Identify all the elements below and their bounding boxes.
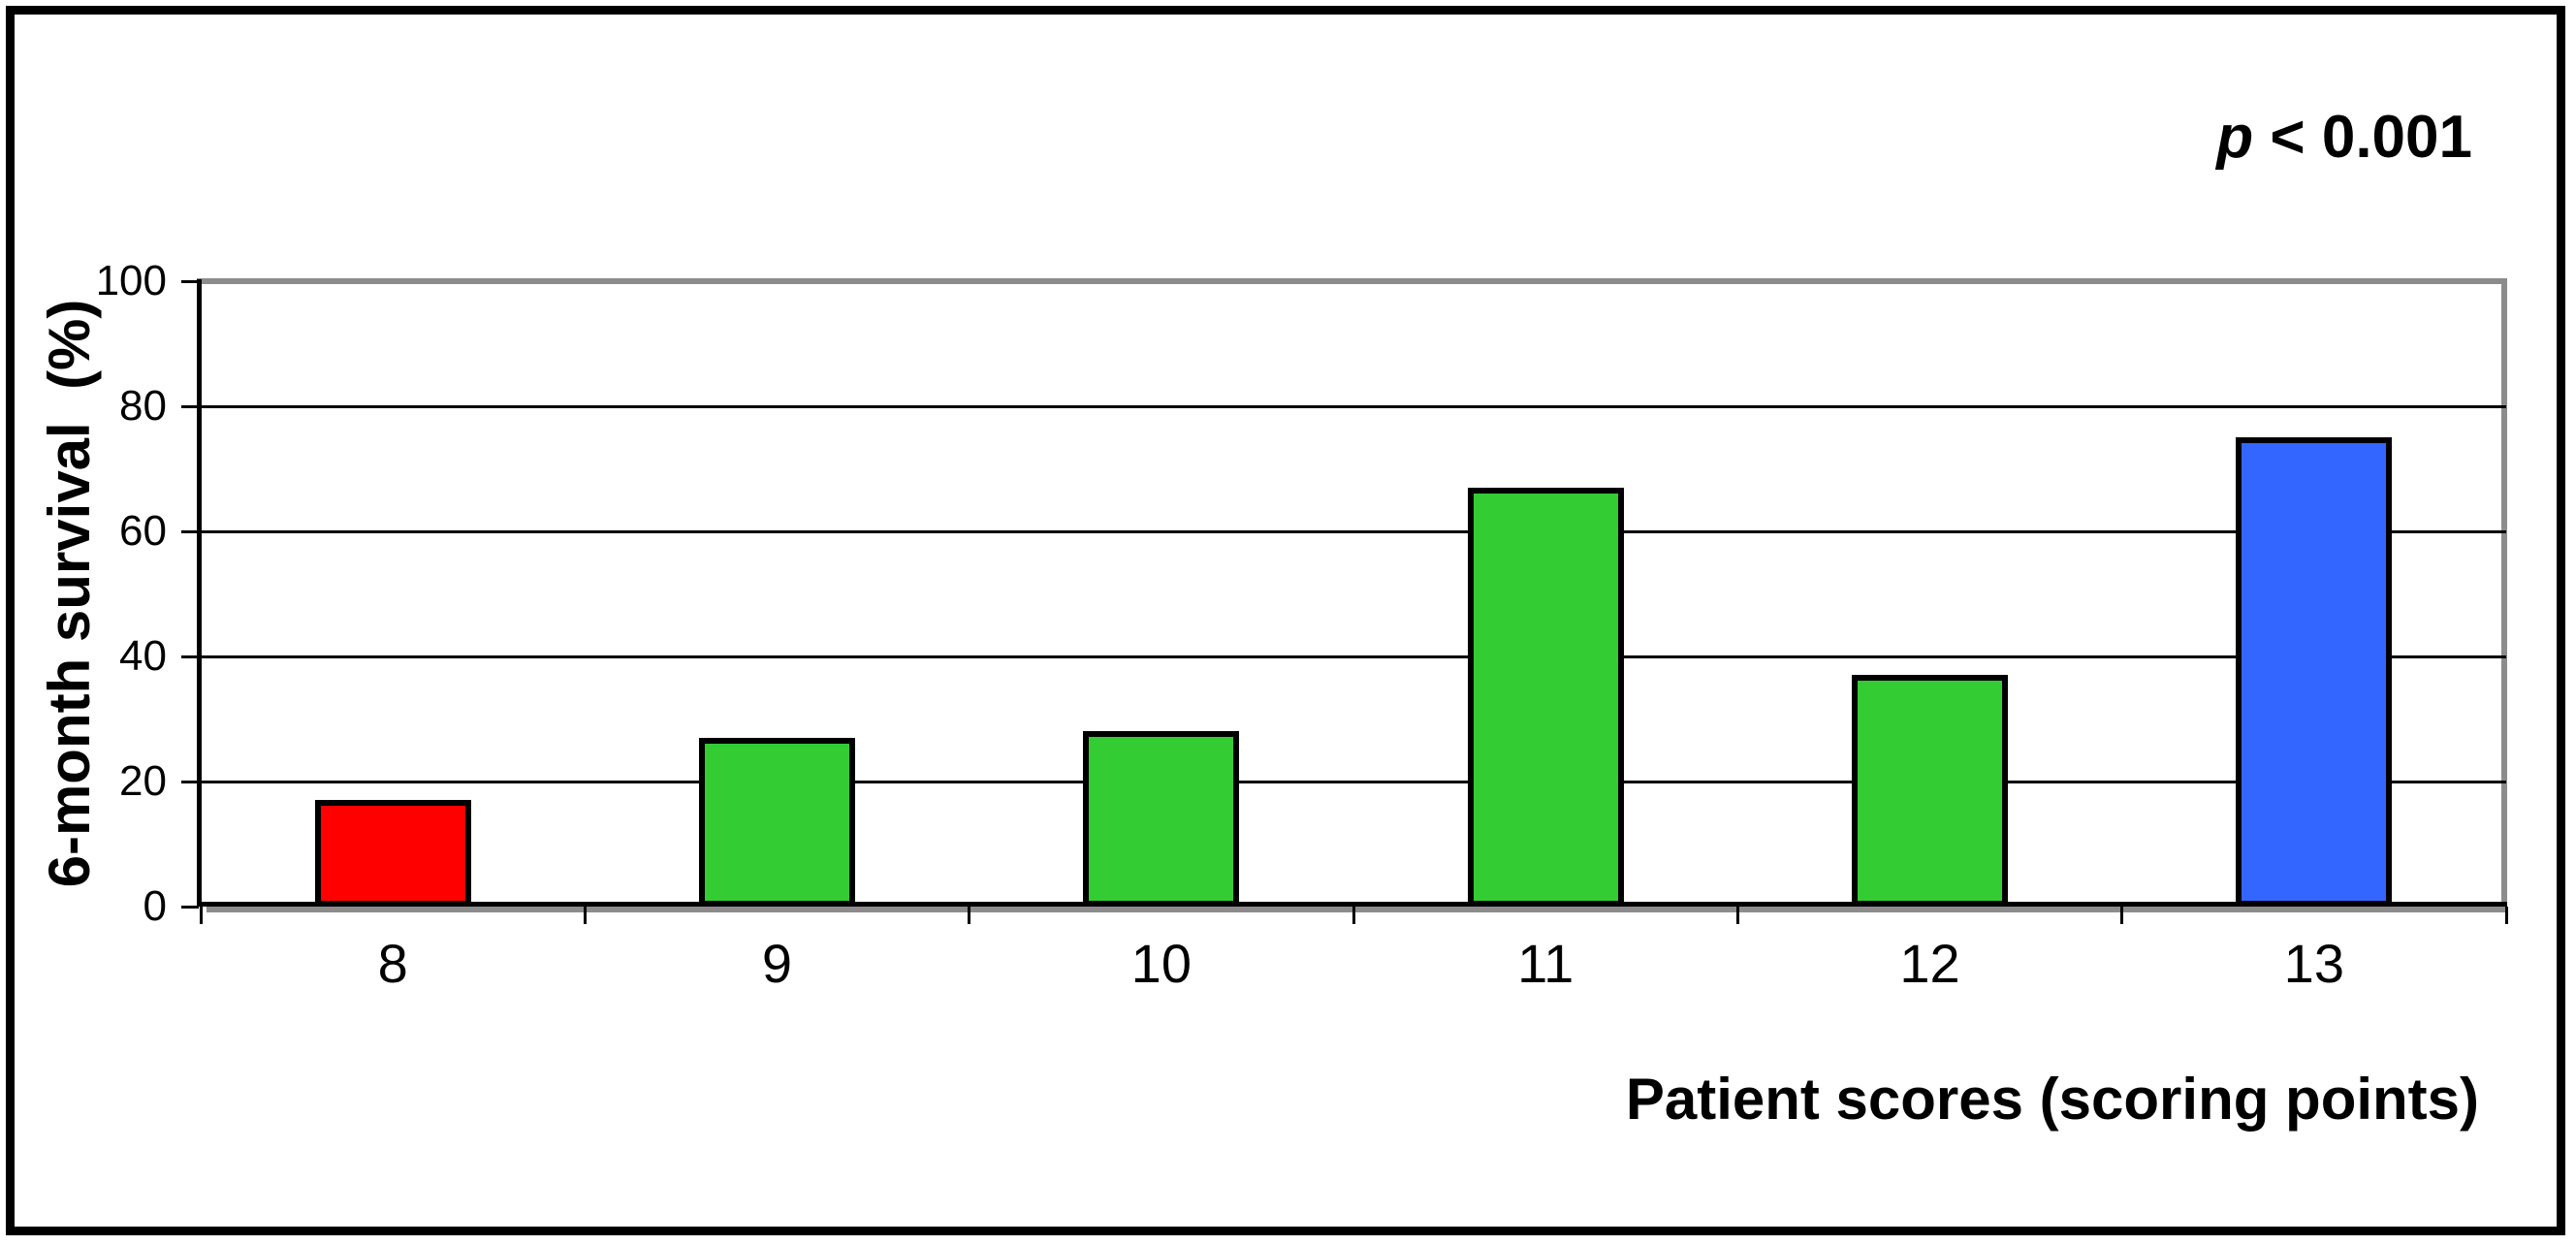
x-tick-label-9: 9 [761,933,793,994]
x-tick-3 [1352,907,1355,924]
p-symbol: p [2216,104,2254,171]
gridline-20 [201,780,2506,783]
bar-11 [1467,487,1624,907]
bar-9 [699,737,855,907]
y-tick-label-80: 80 [119,382,167,430]
y-tick-40 [181,654,199,658]
y-tick-label-0: 0 [143,882,167,930]
plot-frame-top [197,278,2507,284]
p-comparison: < 0.001 [2270,104,2472,171]
x-tick-6 [2504,907,2508,924]
y-axis-title: 6-month survival (%) [37,299,102,888]
bar-12 [1852,675,2008,907]
bar-10 [1083,731,1240,907]
x-tick-label-11: 11 [1517,933,1574,994]
x-tick-1 [583,907,587,924]
y-tick-0 [181,905,199,909]
p-value-annotation: p < 0.001 [1988,105,2472,171]
figure-border [6,6,2565,1235]
y-tick-80 [181,404,199,408]
x-tick-label-13: 13 [2283,933,2344,994]
p-value-text [2253,104,2270,171]
bar-8 [314,800,471,907]
x-axis-title: Patient scores (scoring points) [1625,1067,2479,1132]
x-axis-shadow [207,907,2507,912]
y-tick-100 [181,279,199,283]
y-tick-20 [181,780,199,783]
x-tick-2 [968,907,971,924]
bar-13 [2236,437,2393,907]
x-axis-line [197,902,2507,907]
y-tick-label-60: 60 [119,507,167,555]
gridline-40 [201,654,2506,658]
y-tick-60 [181,529,199,533]
y-axis-line [197,279,202,907]
x-tick-0 [199,907,203,924]
y-tick-label-20: 20 [119,757,167,805]
gridline-80 [201,404,2506,408]
x-tick-4 [1735,907,1739,924]
x-tick-5 [2120,907,2124,924]
x-tick-label-12: 12 [1899,933,1960,994]
y-tick-label-100: 100 [95,257,167,304]
plot-area [201,281,2506,907]
x-tick-label-8: 8 [377,933,408,994]
plot-frame-right [2501,278,2507,909]
gridline-60 [201,529,2506,533]
y-tick-label-40: 40 [119,632,167,680]
x-tick-label-10: 10 [1130,933,1192,994]
